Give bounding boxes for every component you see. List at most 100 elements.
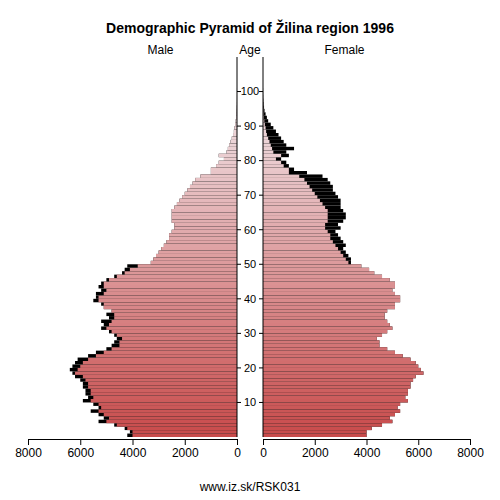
bar-common: [263, 333, 382, 336]
bar: [263, 361, 416, 364]
bar: [263, 250, 346, 253]
bar: [166, 240, 237, 243]
tick-mark: [259, 160, 263, 161]
bar: [263, 261, 351, 264]
bar: [93, 402, 237, 405]
bar: [185, 192, 237, 195]
bar: [174, 223, 237, 226]
tick-label: 2000: [302, 446, 329, 460]
bar: [263, 396, 405, 399]
bar: [263, 337, 377, 340]
bar: [263, 126, 273, 129]
bar-common: [85, 378, 237, 381]
bar-common: [263, 396, 405, 399]
bar: [263, 147, 294, 150]
bar: [190, 185, 237, 188]
bar: [263, 140, 284, 143]
bar-common: [190, 185, 237, 188]
bar-common: [263, 254, 343, 257]
bar: [114, 423, 237, 426]
bar: [263, 389, 408, 392]
bar-common: [263, 257, 346, 260]
bar-common: [263, 275, 382, 278]
bar: [219, 161, 237, 164]
bar: [263, 150, 286, 153]
bar: [125, 268, 237, 271]
bar-common: [263, 344, 379, 347]
bar-common: [219, 161, 237, 164]
tick-label: 6000: [405, 446, 432, 460]
tick-mark: [237, 439, 238, 445]
tick-mark: [259, 229, 263, 230]
bar: [180, 199, 237, 202]
bar: [83, 399, 237, 402]
bar: [104, 416, 237, 419]
bar-common: [263, 250, 341, 253]
bar-common: [127, 427, 237, 430]
bar-common: [172, 212, 237, 215]
bar: [263, 168, 294, 171]
tick-mark: [237, 367, 241, 368]
bar: [263, 271, 374, 274]
bar: [263, 212, 346, 215]
tick-mark: [237, 160, 241, 161]
bar: [85, 392, 237, 395]
bar: [172, 209, 237, 212]
bar: [117, 337, 237, 340]
bar-common: [263, 302, 395, 305]
bar-common: [263, 288, 392, 291]
bar-common: [263, 430, 367, 433]
bar: [263, 299, 400, 302]
bar: [263, 275, 382, 278]
bar: [233, 133, 237, 136]
bar: [127, 434, 237, 437]
bar-common: [174, 206, 237, 209]
bar: [263, 427, 372, 430]
tick-mark: [237, 333, 241, 334]
bar-common: [263, 434, 367, 437]
bar-common: [263, 206, 325, 209]
bar-common: [169, 237, 237, 240]
tick-mark: [259, 126, 263, 127]
tick: 4000: [354, 439, 381, 460]
bar: [263, 223, 338, 226]
bar-common: [263, 416, 390, 419]
bar: [101, 282, 237, 285]
bar: [177, 202, 237, 205]
bar-common: [109, 278, 237, 281]
bar-common: [263, 392, 408, 395]
bar: [187, 188, 237, 191]
bar: [263, 154, 289, 157]
bar-common: [263, 209, 328, 212]
chart: Demographic Pyramid of Žilina region 199…: [0, 0, 500, 500]
bar: [211, 171, 237, 174]
tick: 8000: [457, 439, 484, 460]
bar-common: [263, 420, 392, 423]
bar-common: [263, 402, 400, 405]
tick-mark: [185, 439, 186, 445]
bar-common: [263, 285, 395, 288]
bar-common: [229, 143, 237, 146]
tick-mark: [28, 439, 29, 445]
bar: [227, 150, 237, 153]
bar-common: [263, 316, 385, 319]
bar: [172, 216, 237, 219]
bar: [263, 333, 382, 336]
bar-common: [195, 178, 237, 181]
bar-common: [119, 344, 237, 347]
bar: [263, 385, 410, 388]
bar: [263, 257, 351, 260]
tick-label: 20: [244, 362, 256, 374]
bar: [88, 396, 237, 399]
bar-common: [125, 271, 237, 274]
bar-common: [263, 185, 310, 188]
bar: [182, 195, 237, 198]
bar-common: [228, 147, 237, 150]
bar: [101, 326, 237, 329]
bar: [127, 264, 237, 267]
bar-common: [263, 147, 272, 150]
tick: 4000: [120, 439, 147, 460]
bar-common: [263, 264, 361, 267]
bar-common: [263, 195, 317, 198]
bar: [263, 206, 341, 209]
